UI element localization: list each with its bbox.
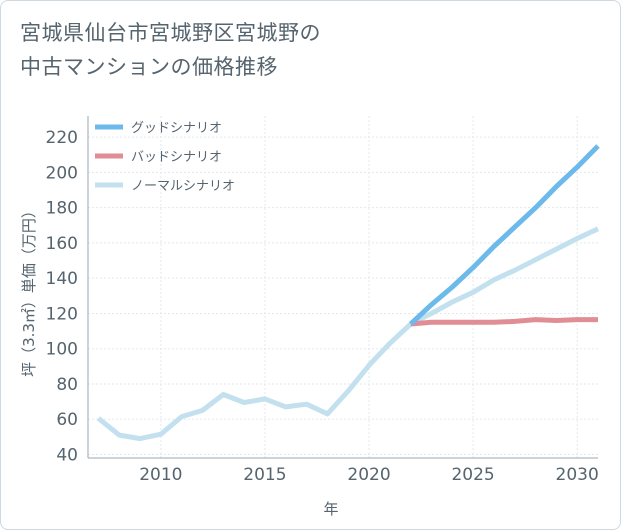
x-tick-label-2030: 2030 (556, 465, 599, 485)
chart-title: 宮城県仙台市宮城野区宮城野の 中古マンションの価格推移 (20, 16, 580, 84)
y-tick-label-100: 100 (46, 340, 78, 360)
chart-title-line-1: 宮城県仙台市宮城野区宮城野の (20, 21, 321, 45)
y-tick-label-220: 220 (46, 128, 78, 148)
series-line-1 (408, 144, 600, 326)
axes (87, 116, 598, 459)
series-lines (96, 144, 600, 442)
y-tick-label-120: 120 (46, 304, 78, 324)
x-tick-labels: 2010 2015 2020 2025 2030 (139, 465, 599, 485)
plot-area (88, 116, 598, 458)
series-line-3 (96, 226, 600, 442)
y-axis-label: 坪（3.3㎡）単価（万円） (20, 203, 38, 377)
x-tick-label-2020: 2020 (347, 465, 390, 485)
y-tick-label-160: 160 (46, 234, 78, 254)
chart-title-line-2: 中古マンションの価格推移 (20, 55, 278, 79)
x-tick-label-2010: 2010 (139, 465, 182, 485)
x-tick-label-2025: 2025 (451, 465, 494, 485)
series-line-2 (410, 317, 598, 327)
y-tick-labels: 40 60 80 100 120 140 160 180 200 220 (46, 128, 78, 465)
legend-label-1: グッドシナリオ (131, 121, 222, 136)
y-tick-label-180: 180 (46, 199, 78, 219)
y-tick-label-140: 140 (46, 269, 78, 289)
y-tick-label-60: 60 (56, 410, 78, 430)
x-axis-label: 年 (323, 500, 338, 518)
y-gridlines (88, 136, 598, 455)
legend-label-2: バッドシナリオ (131, 150, 222, 165)
y-tick-label-40: 40 (56, 445, 78, 465)
y-tick-label-200: 200 (46, 163, 78, 183)
x-tick-label-2015: 2015 (243, 465, 286, 485)
y-tick-label-80: 80 (56, 375, 78, 395)
legend-label-3: ノーマルシナリオ (131, 179, 235, 194)
